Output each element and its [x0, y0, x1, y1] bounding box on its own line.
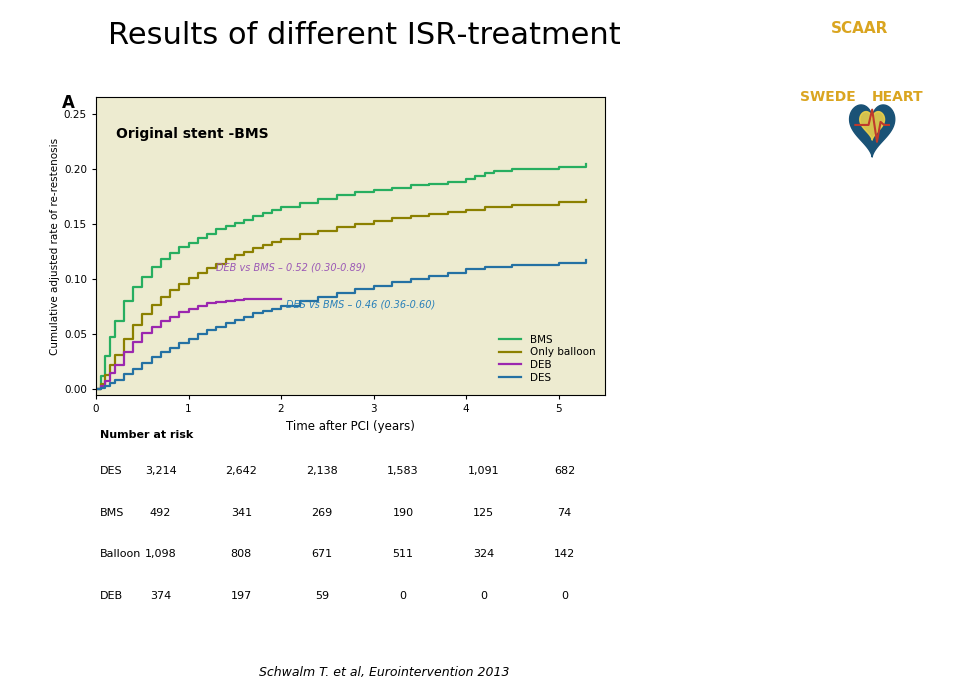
- Polygon shape: [850, 105, 895, 157]
- Text: SWEDE: SWEDE: [800, 90, 855, 104]
- Text: 492: 492: [150, 508, 171, 518]
- Text: 3,214: 3,214: [145, 466, 177, 476]
- Text: Number at risk: Number at risk: [100, 430, 193, 439]
- Text: 2,642: 2,642: [226, 466, 257, 476]
- Text: SCAAR: SCAAR: [830, 21, 888, 36]
- Polygon shape: [860, 112, 884, 140]
- Text: 269: 269: [311, 508, 333, 518]
- Text: 59: 59: [315, 591, 329, 601]
- Text: DES: DES: [100, 466, 123, 476]
- Text: 190: 190: [393, 508, 414, 518]
- Text: 2,138: 2,138: [306, 466, 338, 476]
- Text: 197: 197: [230, 591, 252, 601]
- Text: Schwalm T. et al, Eurointervention 2013: Schwalm T. et al, Eurointervention 2013: [259, 666, 509, 679]
- Text: 74: 74: [558, 508, 571, 518]
- Text: 511: 511: [393, 550, 414, 559]
- Text: 682: 682: [554, 466, 575, 476]
- Text: 0: 0: [480, 591, 487, 601]
- Text: 808: 808: [230, 550, 252, 559]
- Text: Balloon: Balloon: [100, 550, 141, 559]
- Text: A: A: [62, 94, 75, 112]
- Text: 125: 125: [473, 508, 494, 518]
- Legend: BMS, Only balloon, DEB, DES: BMS, Only balloon, DEB, DES: [494, 331, 600, 387]
- Y-axis label: Cumulative adjusted rate of re-restenosis: Cumulative adjusted rate of re-restenosi…: [50, 137, 60, 355]
- Text: 1,583: 1,583: [387, 466, 419, 476]
- Text: 0: 0: [561, 591, 568, 601]
- Text: 0: 0: [399, 591, 406, 601]
- Text: 1,098: 1,098: [145, 550, 177, 559]
- Text: DEB: DEB: [100, 591, 123, 601]
- Text: 1,091: 1,091: [468, 466, 499, 476]
- Text: 142: 142: [554, 550, 575, 559]
- Text: Original stent -BMS: Original stent -BMS: [116, 127, 269, 141]
- Text: 374: 374: [150, 591, 171, 601]
- Text: 671: 671: [312, 550, 333, 559]
- Text: Results of different ISR‑treatment: Results of different ISR‑treatment: [108, 21, 621, 50]
- Text: 341: 341: [230, 508, 252, 518]
- Text: 324: 324: [473, 550, 494, 559]
- X-axis label: Time after PCI (years): Time after PCI (years): [286, 419, 415, 432]
- Text: HEART: HEART: [872, 90, 924, 104]
- Text: DEB vs BMS – 0.52 (0.30-0.89): DEB vs BMS – 0.52 (0.30-0.89): [216, 262, 366, 272]
- Text: BMS: BMS: [100, 508, 125, 518]
- Text: DES vs BMS – 0.46 (0.36-0.60): DES vs BMS – 0.46 (0.36-0.60): [286, 300, 435, 310]
